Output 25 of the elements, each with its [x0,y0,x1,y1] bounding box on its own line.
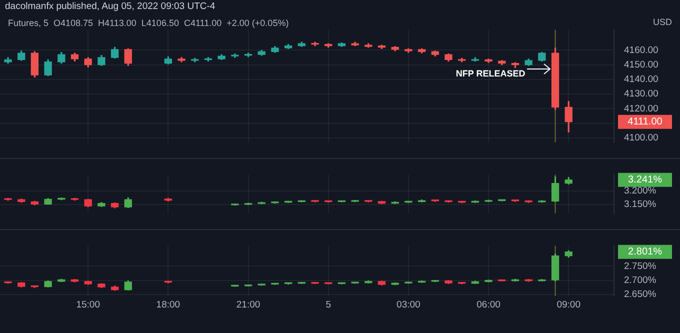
y-tick-label: 4150.00 [624,59,658,70]
x-tick-label: 09:00 [556,299,581,310]
x-tick-label: 5 [326,299,332,310]
x-tick-label: 18:00 [156,299,180,310]
y-tick-label: 4160.00 [624,44,658,56]
y-tick-label: 4140.00 [624,74,658,86]
text: 3.241% [628,174,662,186]
annotation: NFP RELEASED [456,68,526,79]
y-tick-label: 4130.00 [624,88,658,100]
y-tick-label: 3.150% [624,199,657,210]
x-tick-label: 15:00 [76,299,100,310]
x-tick-label: 06:00 [476,299,500,310]
y-tick-label: 4100.00 [624,132,658,144]
y-tick-label: 4120.00 [624,103,658,114]
y-tick-label: 2.750% [624,260,657,272]
text: 4111.00 [628,116,662,128]
text: 2.801% [628,246,662,258]
x-tick-label: 03:00 [396,299,420,310]
y-tick-label: 3.200% [624,186,657,197]
x-tick-label: 21:00 [236,299,260,310]
y-axis-title: USD [652,17,672,27]
y-tick-label: 2.650% [624,288,657,300]
y-tick-label: 2.700% [624,274,657,286]
chart-title: dacolmanfx published, Aug 05, 2022 09:03 UTC-4 [0,0,680,14]
chart-subtitle: Futures, 5 O4108.75 H4113.00 L4106.50 C4111.00 +2.00 (+0.05%) [8,18,289,28]
